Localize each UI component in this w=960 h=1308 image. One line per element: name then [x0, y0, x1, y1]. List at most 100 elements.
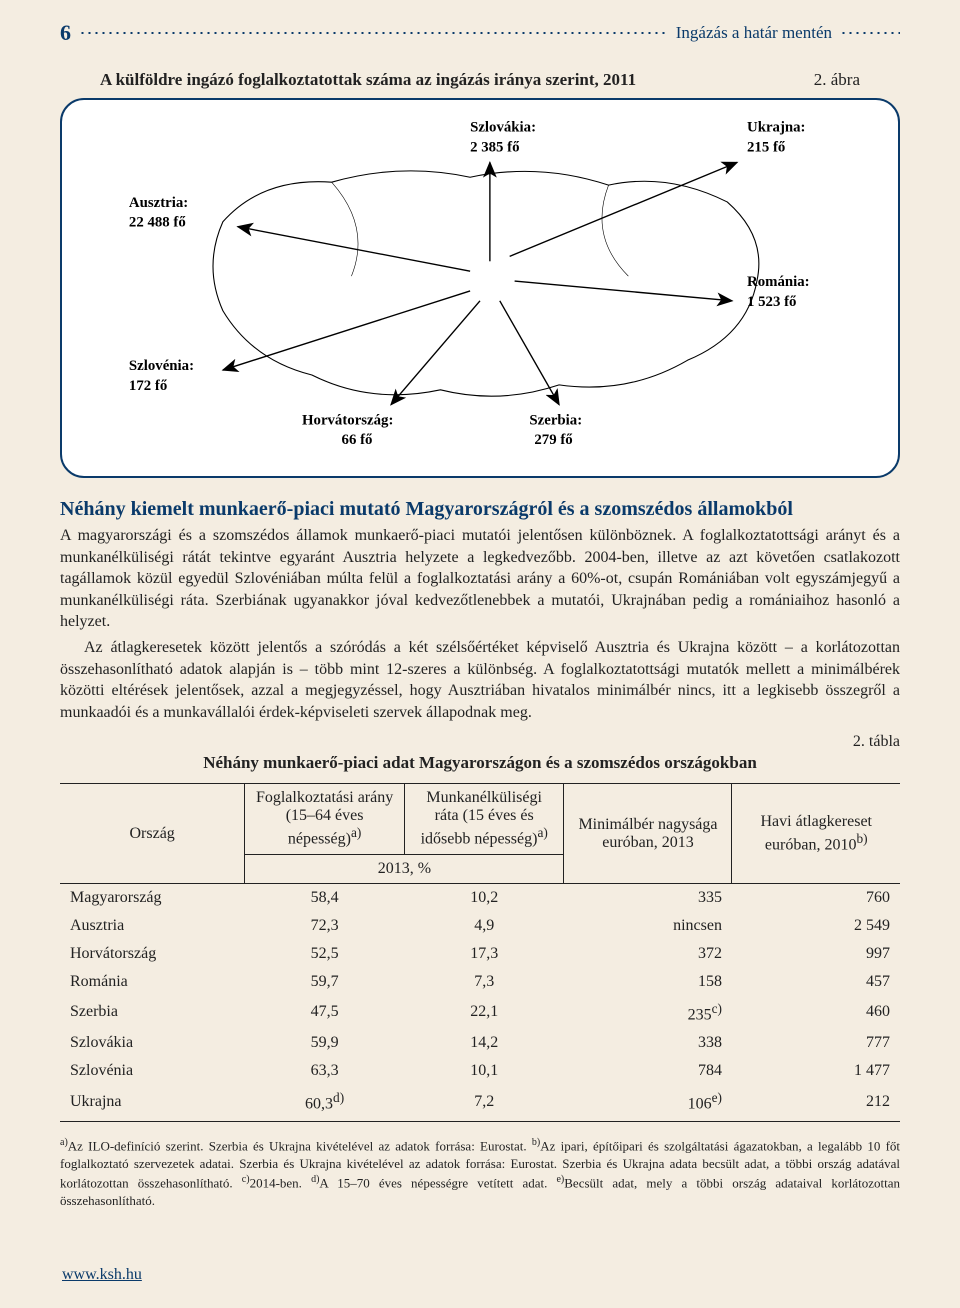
- figure-caption-row: A külföldre ingázó foglalkoztatottak szá…: [100, 70, 860, 90]
- cell-country: Ukrajna: [60, 1085, 245, 1122]
- page-number: 6: [60, 20, 71, 46]
- map-outline: [213, 171, 759, 396]
- cell-employment: 60,3d): [245, 1085, 405, 1122]
- cell-avgwage: 460: [732, 996, 900, 1029]
- cell-avgwage: 212: [732, 1085, 900, 1122]
- th-unemployment: Munkanélküliségi ráta (15 éves és időseb…: [404, 784, 564, 854]
- th-year: 2013, %: [245, 854, 564, 883]
- cell-unemployment: 10,1: [404, 1057, 564, 1085]
- cell-avgwage: 760: [732, 883, 900, 912]
- table-row: Szlovákia59,914,2338777: [60, 1029, 900, 1057]
- cell-unemployment: 10,2: [404, 883, 564, 912]
- cell-unemployment: 7,3: [404, 968, 564, 996]
- cell-minwage: 158: [564, 968, 732, 996]
- table-label: 2. tábla: [60, 733, 900, 751]
- figure-caption: A külföldre ingázó foglalkoztatottak szá…: [100, 70, 636, 90]
- cell-country: Magyarország: [60, 883, 245, 912]
- label-slovakia-value: 2 385 fő: [470, 140, 519, 156]
- top-bar: 6 Ingázás a határ mentén: [60, 20, 900, 46]
- cell-unemployment: 4,9: [404, 912, 564, 940]
- label-croatia-name: Horvátország:: [302, 412, 393, 428]
- arrow-ukraine: [510, 162, 737, 256]
- cell-employment: 59,9: [245, 1029, 405, 1057]
- table-row: Magyarország58,410,2335760: [60, 883, 900, 912]
- cell-employment: 52,5: [245, 940, 405, 968]
- cell-avgwage: 457: [732, 968, 900, 996]
- label-austria-name: Ausztria:: [129, 195, 188, 211]
- table-row: Horvátország52,517,3372997: [60, 940, 900, 968]
- label-ukraine-value: 215 fő: [747, 140, 785, 156]
- label-slovenia-name: Szlovénia:: [129, 358, 194, 374]
- cell-minwage: 106e): [564, 1085, 732, 1122]
- dotted-rule-right: [840, 30, 900, 36]
- figure-label: 2. ábra: [814, 70, 860, 90]
- label-austria-value: 22 488 fő: [129, 215, 186, 231]
- table-title: Néhány munkaerő-piaci adat Magyarországo…: [60, 753, 900, 773]
- map-svg: Szlovákia: 2 385 fő Ukrajna: 215 fő Ausz…: [74, 108, 886, 464]
- arrow-serbia: [500, 301, 559, 405]
- th-unemployment-sup: a): [537, 825, 547, 840]
- cell-minwage: 235c): [564, 996, 732, 1029]
- table-row: Ausztria72,34,9nincsen2 549: [60, 912, 900, 940]
- th-minwage: Minimálbér nagysága euróban, 2013: [564, 784, 732, 883]
- body-paragraph: Az átlagkeresetek között jelentős a szór…: [60, 637, 900, 723]
- th-employment: Foglalkoztatási arány (15–64 éves népess…: [245, 784, 405, 854]
- arrow-austria: [238, 227, 470, 272]
- cell-avgwage: 2 549: [732, 912, 900, 940]
- cell-minwage: 335: [564, 883, 732, 912]
- section-heading: Néhány kiemelt munkaerő-piaci mutató Mag…: [60, 498, 900, 521]
- label-serbia-name: Szerbia:: [529, 412, 582, 428]
- table-row: Szerbia47,522,1235c)460: [60, 996, 900, 1029]
- cell-unemployment: 14,2: [404, 1029, 564, 1057]
- cell-country: Horvátország: [60, 940, 245, 968]
- body-paragraph: A magyarországi és a szomszédos államok …: [60, 525, 900, 633]
- table-row: Románia59,77,3158457: [60, 968, 900, 996]
- th-avgwage-sup: b): [856, 831, 867, 846]
- cell-country: Románia: [60, 968, 245, 996]
- cell-unemployment: 17,3: [404, 940, 564, 968]
- page-container: 6 Ingázás a határ mentén A külföldre ing…: [0, 0, 960, 1308]
- cell-minwage: 338: [564, 1029, 732, 1057]
- cell-employment: 72,3: [245, 912, 405, 940]
- cell-avgwage: 997: [732, 940, 900, 968]
- cell-country: Szerbia: [60, 996, 245, 1029]
- label-romania-value: 1 523 fő: [747, 294, 796, 310]
- cell-country: Ausztria: [60, 912, 245, 940]
- label-croatia-value: 66 fő: [342, 432, 373, 448]
- footer-link[interactable]: www.ksh.hu: [62, 1266, 142, 1284]
- cell-minwage: nincsen: [564, 912, 732, 940]
- th-employment-sup: a): [351, 825, 361, 840]
- table-head: Ország Foglalkoztatási arány (15–64 éves…: [60, 784, 900, 883]
- cell-employment: 58,4: [245, 883, 405, 912]
- table-row: Szlovénia63,310,17841 477: [60, 1057, 900, 1085]
- cell-minwage: 372: [564, 940, 732, 968]
- table-row: Ukrajna60,3d)7,2106e)212: [60, 1085, 900, 1122]
- cell-employment: 47,5: [245, 996, 405, 1029]
- cell-employment: 59,7: [245, 968, 405, 996]
- running-title: Ingázás a határ mentén: [676, 23, 832, 43]
- map-arrows: [223, 162, 737, 404]
- dotted-rule-left: [79, 30, 668, 36]
- cell-country: Szlovákia: [60, 1029, 245, 1057]
- label-serbia-value: 279 fő: [534, 432, 572, 448]
- cell-avgwage: 777: [732, 1029, 900, 1057]
- map-labels: Szlovákia: 2 385 fő Ukrajna: 215 fő Ausz…: [129, 120, 810, 448]
- cell-avgwage: 1 477: [732, 1057, 900, 1085]
- th-avgwage: Havi átlagkereset euróban, 2010b): [732, 784, 900, 883]
- th-employment-text: Foglalkoztatási arány (15–64 éves népess…: [256, 789, 393, 847]
- table-body: Magyarország58,410,2335760Ausztria72,34,…: [60, 883, 900, 1122]
- arrow-croatia: [391, 301, 480, 405]
- map-border-detail: [332, 182, 358, 276]
- cell-unemployment: 7,2: [404, 1085, 564, 1122]
- th-country: Ország: [60, 784, 245, 883]
- cell-employment: 63,3: [245, 1057, 405, 1085]
- data-table: Ország Foglalkoztatási arány (15–64 éves…: [60, 783, 900, 1122]
- cell-unemployment: 22,1: [404, 996, 564, 1029]
- map-border-detail: [602, 185, 628, 276]
- label-romania-name: Románia:: [747, 274, 810, 290]
- label-slovenia-value: 172 fő: [129, 378, 167, 394]
- table-footnotes: a)Az ILO-definíció szerint. Szerbia és U…: [60, 1136, 900, 1209]
- map-frame: Szlovákia: 2 385 fő Ukrajna: 215 fő Ausz…: [60, 98, 900, 478]
- arrow-slovenia: [223, 291, 470, 370]
- cell-minwage: 784: [564, 1057, 732, 1085]
